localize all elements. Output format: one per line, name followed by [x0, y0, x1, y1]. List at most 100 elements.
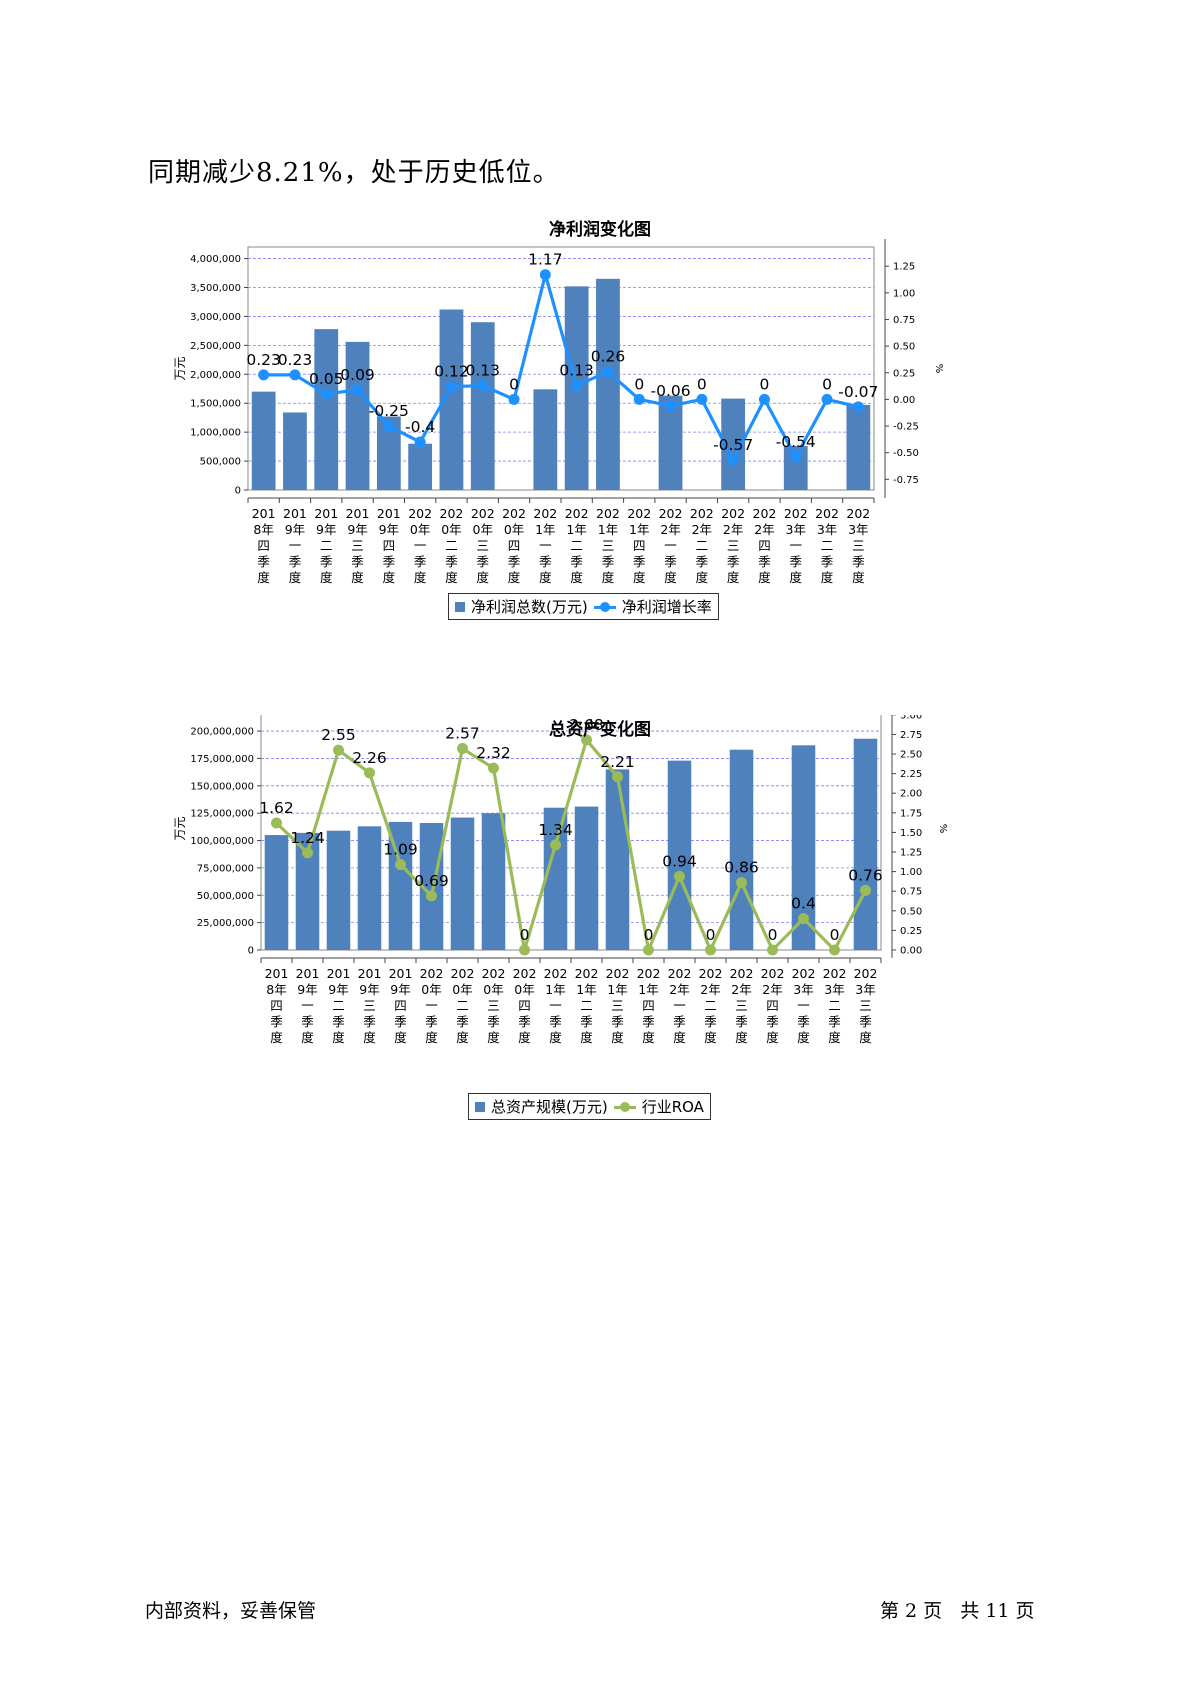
x-tick-label-line: 8年 [266, 982, 286, 997]
x-tick-label-line: 三 [487, 998, 500, 1013]
x-tick-label-line: 9年 [297, 982, 317, 997]
data-label: 0.09 [340, 366, 375, 384]
data-label: -0.07 [838, 383, 878, 401]
x-tick-label-line: 202 [440, 506, 464, 521]
x-tick-label-line: 3年 [855, 982, 875, 997]
x-tick-label: 202 0年二季度 [440, 506, 464, 585]
y-tick-label: 500,000 [200, 457, 241, 468]
x-tick-label-line: 季 [789, 554, 802, 569]
x-tick-label-line: 季 [320, 554, 333, 569]
x-tick-label-line: 季 [852, 554, 865, 569]
x-tick-label-line: 四 [270, 998, 283, 1013]
x-tick-label-line: 0年 [410, 522, 430, 537]
series-line [275, 738, 867, 952]
x-tick-label-line: 1年 [607, 982, 627, 997]
x-tick-label: 202 2年四季度 [761, 966, 785, 1045]
x-tick-label-line: 202 [730, 966, 754, 981]
data-point [798, 913, 809, 925]
x-tick-label-line: 二 [332, 998, 345, 1013]
data-point [414, 436, 426, 448]
x-tick-label-line: 度 [383, 570, 396, 585]
x-tick-label-line: 度 [611, 1030, 624, 1045]
x-tick-label: 202 0年二季度 [451, 966, 475, 1045]
x-tick-label-line: 202 [699, 966, 723, 981]
x-tick-label-line: 季 [508, 554, 521, 569]
x-tick-label-line: 度 [445, 570, 458, 585]
data-point [852, 401, 864, 413]
x-tick-label-line: 一 [289, 538, 302, 553]
bar [533, 389, 558, 490]
x-tick-label-line: 202 [815, 506, 839, 521]
x-tick-label-line: 度 [257, 570, 270, 585]
x-tick-label: 202 3年一季度 [792, 966, 816, 1045]
x-tick-label-line: 度 [351, 570, 364, 585]
x-tick-label-line: 202 [753, 506, 777, 521]
data-label: 0 [634, 375, 644, 393]
data-point [426, 890, 437, 902]
y-tick-label: 2,500,000 [190, 341, 241, 352]
x-tick-label-line: 201 [314, 506, 338, 521]
x-tick-label-line: 9年 [390, 982, 410, 997]
x-tick-label-line: 三 [852, 538, 865, 553]
x-tick-label-line: 四 [518, 998, 531, 1013]
data-label: -0.54 [776, 433, 816, 451]
x-tick-label-line: 201 [389, 966, 413, 981]
y-tick-label: 0 [235, 486, 241, 497]
y2-tick-label: 1.25 [900, 848, 922, 859]
y2-tick-label: 0.75 [900, 887, 922, 898]
x-tick-label-line: 季 [351, 554, 364, 569]
x-tick-label-line: 季 [476, 554, 489, 569]
legend-line-label: 行业ROA [641, 1098, 704, 1116]
data-point [445, 381, 457, 393]
x-tick-label-line: 度 [602, 570, 615, 585]
x-tick-label-line: 0年 [514, 982, 534, 997]
y-tick-label: 3,500,000 [190, 283, 241, 294]
x-tick-label: 202 1年四季度 [637, 966, 661, 1045]
y-tick-label: 25,000,000 [197, 918, 254, 929]
bar [729, 749, 754, 950]
x-tick-label-line: 202 [544, 966, 568, 981]
y2-tick-label: 2.50 [900, 750, 922, 761]
y-tick-label: 50,000,000 [197, 891, 254, 902]
x-tick-label: 202 2年一季度 [659, 506, 683, 585]
bar [295, 832, 320, 950]
x-tick-label-line: 季 [821, 554, 834, 569]
x-tick-label-line: 季 [518, 1014, 531, 1029]
x-tick-label-line: 2年 [692, 522, 712, 537]
y-axis-label: 万元 [173, 816, 187, 840]
net-profit-chart: 净利润变化图 0 500,000 1,000,000 1,500,000 2,000,0… [170, 215, 1030, 689]
x-tick-label-line: 季 [859, 1014, 872, 1029]
y-tick-label: 4,000,000 [190, 254, 241, 265]
x-tick-label-line: 季 [602, 554, 615, 569]
bar [251, 391, 276, 490]
y-tick-label: 200,000,000 [190, 727, 254, 738]
bar [481, 813, 506, 950]
y2-tick-label: 1.00 [900, 867, 922, 878]
x-tick-label-line: 三 [611, 998, 624, 1013]
x-tick-label-line: 0年 [473, 522, 493, 537]
data-point [550, 839, 561, 851]
data-label: 0 [509, 375, 519, 393]
x-tick-label-line: 季 [696, 554, 709, 569]
legend-line-label: 净利润增长率 [621, 598, 712, 616]
x-tick-label-line: 度 [539, 570, 552, 585]
x-tick-label-line: 二 [821, 538, 834, 553]
x-tick-label-line: 一 [673, 998, 686, 1013]
data-label: 0 [830, 926, 840, 944]
x-tick-label-line: 3年 [824, 982, 844, 997]
x-tick-label-line: 3年 [793, 982, 813, 997]
data-label: 0.23 [278, 351, 313, 369]
data-point [383, 420, 395, 432]
y-tick-label: 125,000,000 [190, 809, 254, 820]
y-tick-label: 0 [248, 946, 254, 957]
x-tick-label-line: 度 [696, 570, 709, 585]
footer-page-number: 第 2 页 共 11 页 [880, 1600, 1035, 1622]
x-tick-label-line: 度 [487, 1030, 500, 1045]
x-tick-label-line: 季 [445, 554, 458, 569]
data-point [758, 393, 770, 405]
y2-tick-label: 3.00 [900, 715, 922, 721]
x-tick-label-line: 季 [766, 1014, 779, 1029]
y-tick-label: 100,000,000 [190, 836, 254, 847]
data-label: 0 [822, 375, 832, 393]
x-tick-label-line: 二 [828, 998, 841, 1013]
